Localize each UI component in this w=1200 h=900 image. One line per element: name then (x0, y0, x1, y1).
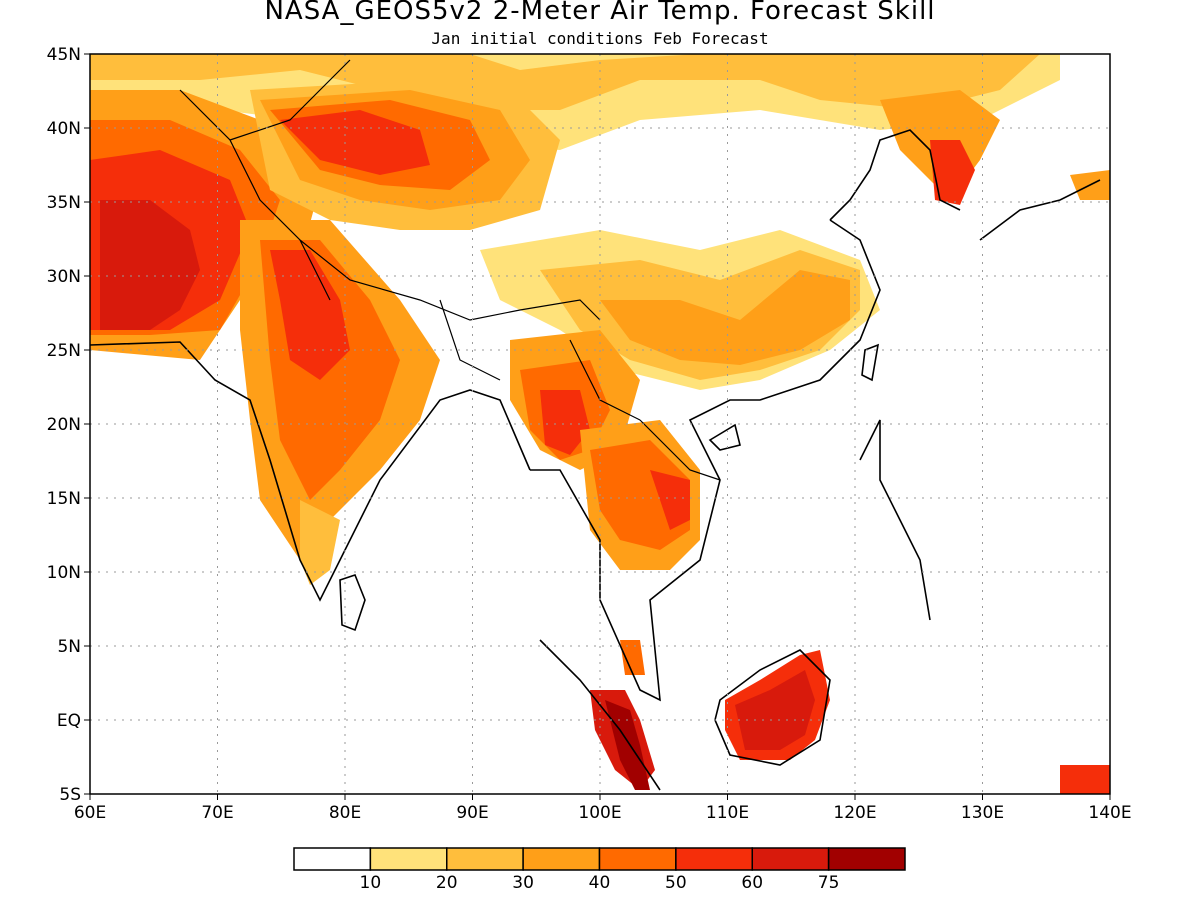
skill-region (1060, 765, 1110, 794)
hainan (708, 423, 741, 451)
colorbar-swatch (675, 847, 753, 871)
x-tick-label: 80E (329, 803, 361, 823)
skill-region (90, 54, 1040, 110)
skill-region (620, 640, 645, 675)
coastline-borneo (714, 649, 831, 766)
colorbar-label: 40 (589, 873, 611, 893)
skill-region (590, 440, 690, 550)
y-tick-label: 35N (47, 193, 81, 213)
border-lines (179, 59, 721, 481)
skill-region (100, 200, 200, 330)
colorbar-label: 10 (360, 873, 382, 893)
region-borneo (725, 650, 830, 760)
colorbar-swatch (522, 847, 601, 871)
y-tick-label: 10N (47, 563, 81, 583)
y-tick-label: 20N (47, 415, 81, 435)
colorbar-swatch (369, 847, 448, 871)
coastlines (90, 59, 1101, 791)
coastline-china-north (829, 129, 961, 221)
y-tick-label: 25N (47, 341, 81, 361)
taiwan (861, 343, 880, 382)
region-new-guinea (620, 640, 1110, 794)
region-tibet-west-china (250, 80, 560, 230)
skill-region (735, 670, 815, 750)
colorbar-swatch (293, 847, 372, 871)
region-sumatra (590, 690, 655, 790)
colorbar-label: 30 (512, 873, 534, 893)
region-korea (880, 90, 1110, 205)
chart-title: NASA_GEOS5v2 2-Meter Air Temp. Forecast … (264, 0, 936, 26)
y-tick-label: 5S (59, 785, 81, 805)
x-tick-label: 110E (706, 803, 749, 823)
colorbar-label: 50 (665, 873, 687, 893)
region-iran-afghanistan (90, 90, 330, 360)
colorbar-swatch (598, 847, 677, 871)
colorbar-swatch (446, 847, 524, 871)
region-pakistan-nw-india (240, 220, 440, 585)
y-tick-label: EQ (57, 711, 81, 731)
y-tick-label: 15N (47, 489, 81, 509)
skill-region (540, 390, 590, 455)
colorbar-label: 60 (741, 873, 763, 893)
y-tick-label: 45N (47, 45, 81, 65)
skill-region (600, 270, 850, 365)
sri-lanka (339, 574, 366, 632)
x-tick-label: 100E (578, 803, 621, 823)
skill-region (300, 500, 340, 585)
colorbar-label: 75 (818, 873, 840, 893)
x-tick-label: 60E (74, 803, 106, 823)
skill-region (605, 700, 650, 790)
y-tick-label: 40N (47, 119, 81, 139)
colorbar: 10 20 30 40 50 60 75 (293, 847, 906, 893)
y-tick-label: 5N (57, 637, 81, 657)
axis-ticks: 60E 70E 80E 90E 100E 110E 120E 130E 140E 45N 40N 35… (47, 45, 1132, 823)
x-tick-label: 130E (961, 803, 1004, 823)
x-tick-label: 120E (833, 803, 876, 823)
skill-region (930, 140, 975, 205)
coastline-japan (979, 179, 1101, 241)
skill-region (280, 110, 430, 175)
y-tick-label: 30N (47, 267, 81, 287)
x-tick-label: 70E (201, 803, 233, 823)
colorbar-swatch (751, 847, 830, 871)
skill-region (650, 470, 690, 530)
x-tick-label: 140E (1088, 803, 1131, 823)
gridlines (90, 54, 1110, 794)
coastline-india (90, 341, 531, 602)
chart-subtitle: Jan initial conditions Feb Forecast (431, 29, 769, 48)
coastline-sumatra (539, 639, 661, 791)
coastline-philippines (859, 419, 931, 621)
region-thailand-cambodia (580, 420, 700, 570)
colorbar-swatch (827, 847, 906, 871)
x-tick-label: 90E (456, 803, 488, 823)
skill-region (270, 250, 350, 380)
colorbar-label: 20 (436, 873, 458, 893)
